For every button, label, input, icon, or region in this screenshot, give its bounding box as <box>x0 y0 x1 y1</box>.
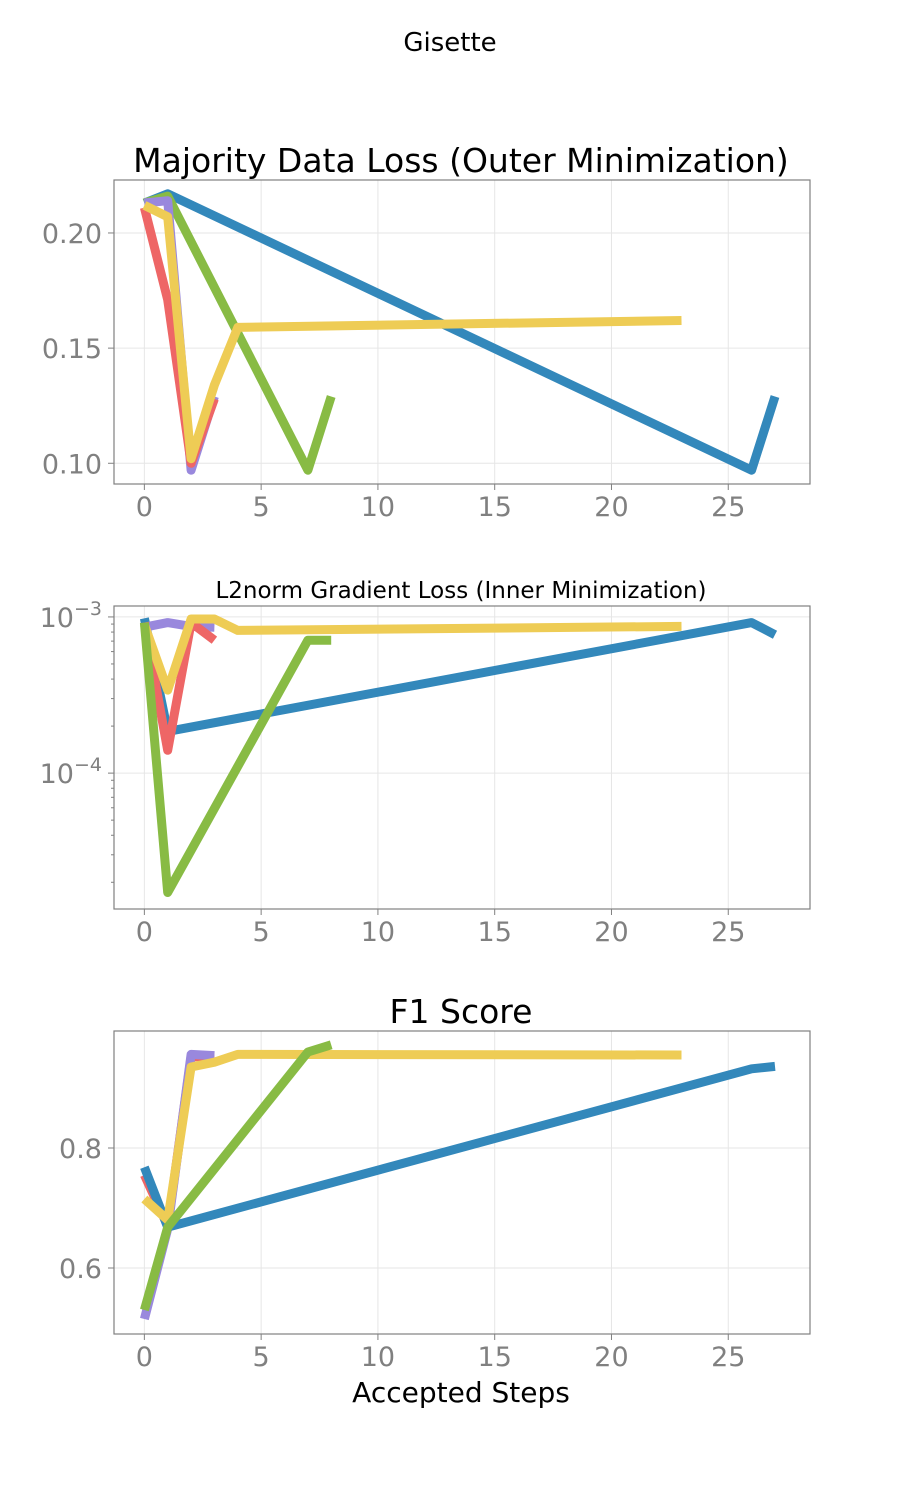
x-axis: 0 5 10 15 20 25 <box>136 909 745 948</box>
x-axis: 0 5 10 15 20 25 <box>136 1334 745 1373</box>
plot-frame <box>113 1030 811 1335</box>
series-line <box>142 201 682 464</box>
y-tick-label: 0.6 <box>59 1254 102 1285</box>
series-group <box>140 189 780 475</box>
x-tick-label: 20 <box>594 492 628 523</box>
x-axis-label: Accepted Steps <box>352 1376 570 1409</box>
subplot-f1-score: F1 Score 0 5 10 15 20 25 0.6 0.8 Accepted Step… <box>59 992 811 1409</box>
x-tick-label: 15 <box>478 492 512 523</box>
x-tick-label: 10 <box>361 917 395 948</box>
x-tick-label: 25 <box>711 917 745 948</box>
subplot-majority-data-loss: Majority Data Loss (Outer Minimization) … <box>42 141 811 523</box>
series-line <box>139 618 218 755</box>
series-line <box>140 1040 333 1312</box>
subplot-title: F1 Score <box>390 992 533 1031</box>
series-line <box>141 1049 682 1225</box>
x-tick-label: 0 <box>136 917 153 948</box>
series-line <box>140 614 682 695</box>
y-tick-label: 0.20 <box>42 219 102 250</box>
series-line <box>140 1061 776 1232</box>
x-tick-label: 20 <box>594 1342 628 1373</box>
y-tick-label: 0.10 <box>42 449 102 480</box>
x-axis: 0 5 10 15 20 25 <box>136 484 745 523</box>
y-tick-label: 0.8 <box>59 1134 102 1165</box>
series-group <box>139 614 778 897</box>
figure-suptitle: Gisette <box>403 28 496 58</box>
grid <box>114 180 810 484</box>
x-tick-label: 20 <box>594 917 628 948</box>
x-tick-label: 25 <box>711 1342 745 1373</box>
y-tick-label: 10−3 <box>40 598 102 634</box>
x-tick-label: 5 <box>253 917 270 948</box>
plot-frame <box>113 179 811 485</box>
series-line <box>139 617 778 736</box>
grid <box>114 1031 810 1334</box>
x-tick-label: 15 <box>478 1342 512 1373</box>
x-tick-label: 5 <box>253 1342 270 1373</box>
series-group <box>140 1040 776 1321</box>
series-line <box>139 622 332 897</box>
subplot-l2norm-gradient-loss: L2norm Gradient Loss (Inner Minimization… <box>40 578 811 948</box>
y-axis: 10−4 10−3 <box>40 598 114 790</box>
grid <box>114 606 810 909</box>
x-tick-label: 10 <box>361 1342 395 1373</box>
subplot-title: L2norm Gradient Loss (Inner Minimization… <box>215 578 706 604</box>
y-tick-label: 10−4 <box>40 754 102 790</box>
x-tick-label: 10 <box>361 492 395 523</box>
x-tick-label: 0 <box>136 1342 153 1373</box>
y-axis: 0.6 0.8 <box>59 1134 114 1285</box>
x-tick-label: 5 <box>253 492 270 523</box>
x-tick-label: 0 <box>136 492 153 523</box>
subplot-title: Majority Data Loss (Outer Minimization) <box>133 141 789 180</box>
x-tick-label: 15 <box>478 917 512 948</box>
plot-frame <box>113 605 811 910</box>
y-tick-label: 0.15 <box>42 334 102 365</box>
y-axis: 0.10 0.15 0.20 <box>42 219 114 480</box>
x-tick-label: 25 <box>711 492 745 523</box>
